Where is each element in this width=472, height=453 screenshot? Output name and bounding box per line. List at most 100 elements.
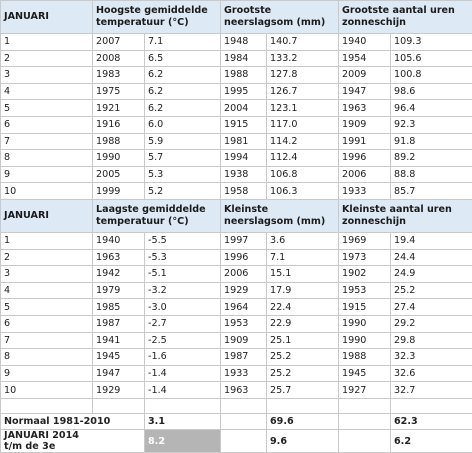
value-cell: -5.5 — [145, 232, 221, 249]
value-cell: -1.4 — [145, 382, 221, 399]
value-cell: 106.8 — [267, 166, 339, 183]
year-cell: 1909 — [221, 332, 267, 349]
header-cell: Kleinste aantal uren zonneschijn — [339, 199, 472, 232]
year-cell: 1948 — [221, 34, 267, 51]
header-cell: Grootste aantal uren zonneschijn — [339, 1, 472, 34]
value-cell: 98.6 — [391, 83, 472, 100]
value-cell: 25.1 — [267, 332, 339, 349]
value-cell: 96.4 — [391, 100, 472, 117]
year-cell: 1996 — [339, 150, 391, 167]
value-cell: 92.3 — [391, 116, 472, 133]
value-cell: 3.6 — [267, 232, 339, 249]
year-cell: 1915 — [339, 299, 391, 316]
year-cell: 1963 — [93, 249, 145, 266]
year-cell: 1975 — [93, 83, 145, 100]
year-cell: 1991 — [339, 133, 391, 150]
value-cell: 6.2 — [145, 67, 221, 84]
year-cell: 1963 — [221, 382, 267, 399]
year-cell: 1987 — [221, 349, 267, 366]
year-cell: 1963 — [339, 100, 391, 117]
value-cell: 7.1 — [267, 249, 339, 266]
rank-cell: 7 — [1, 133, 93, 150]
value-cell: 117.0 — [267, 116, 339, 133]
rank-cell: 2 — [1, 249, 93, 266]
year-cell: 1997 — [221, 232, 267, 249]
year-cell: 2009 — [339, 67, 391, 84]
year-cell: 1999 — [93, 183, 145, 200]
value-cell: -2.7 — [145, 315, 221, 332]
year-cell: 1933 — [339, 183, 391, 200]
year-cell: 1994 — [221, 150, 267, 167]
value-cell: 5.7 — [145, 150, 221, 167]
footer-label: Normaal 1981-2010 — [1, 413, 145, 430]
value-cell: 140.7 — [267, 34, 339, 51]
year-cell: 1945 — [93, 349, 145, 366]
empty-cell — [391, 398, 472, 413]
rank-cell: 2 — [1, 50, 93, 67]
year-cell: 1947 — [339, 83, 391, 100]
header-cell: Laagste gemiddelde temperatuur (°C) — [93, 199, 221, 232]
year-cell: 1988 — [339, 349, 391, 366]
year-cell: 1929 — [93, 382, 145, 399]
footer-value: 6.2 — [391, 430, 472, 453]
year-cell: 2006 — [221, 266, 267, 283]
empty-cell — [145, 398, 221, 413]
rank-cell: 5 — [1, 100, 93, 117]
value-cell: 6.0 — [145, 116, 221, 133]
value-cell: 25.7 — [267, 382, 339, 399]
value-cell: 112.4 — [267, 150, 339, 167]
year-cell: 1964 — [221, 299, 267, 316]
header-cell: JANUARI — [1, 1, 93, 34]
year-cell: 1984 — [221, 50, 267, 67]
empty-cell — [221, 398, 267, 413]
value-cell: 27.4 — [391, 299, 472, 316]
rank-cell: 4 — [1, 282, 93, 299]
value-cell: 32.3 — [391, 349, 472, 366]
year-cell: 1947 — [93, 365, 145, 382]
empty-cell — [93, 398, 145, 413]
value-cell: 89.2 — [391, 150, 472, 167]
value-cell: 25.2 — [391, 282, 472, 299]
year-cell: 1969 — [339, 232, 391, 249]
page: {"sections":[ {"header":["JANUARI","Hoog… — [0, 0, 472, 407]
empty-cell — [339, 398, 391, 413]
year-cell: 1988 — [93, 133, 145, 150]
rank-cell: 6 — [1, 116, 93, 133]
empty-cell — [267, 398, 339, 413]
value-cell: 32.6 — [391, 365, 472, 382]
value-cell: 22.4 — [267, 299, 339, 316]
footer-value: 3.1 — [145, 413, 221, 430]
value-cell: 127.8 — [267, 67, 339, 84]
value-cell: 109.3 — [391, 34, 472, 51]
value-cell: -1.6 — [145, 349, 221, 366]
value-cell: 25.2 — [267, 349, 339, 366]
year-cell: 2008 — [93, 50, 145, 67]
value-cell: 22.9 — [267, 315, 339, 332]
empty-cell — [1, 398, 93, 413]
rank-cell: 5 — [1, 299, 93, 316]
year-cell: 1983 — [93, 67, 145, 84]
value-cell: 17.9 — [267, 282, 339, 299]
rank-cell: 3 — [1, 67, 93, 84]
year-cell: 2007 — [93, 34, 145, 51]
value-cell: -5.1 — [145, 266, 221, 283]
value-cell: -5.3 — [145, 249, 221, 266]
empty-cell — [221, 413, 267, 430]
year-cell: 2006 — [339, 166, 391, 183]
value-cell: 100.8 — [391, 67, 472, 84]
header-cell: JANUARI — [1, 199, 93, 232]
header-cell: Hoogste gemiddelde temperatuur (°C) — [93, 1, 221, 34]
year-cell: 1953 — [339, 282, 391, 299]
